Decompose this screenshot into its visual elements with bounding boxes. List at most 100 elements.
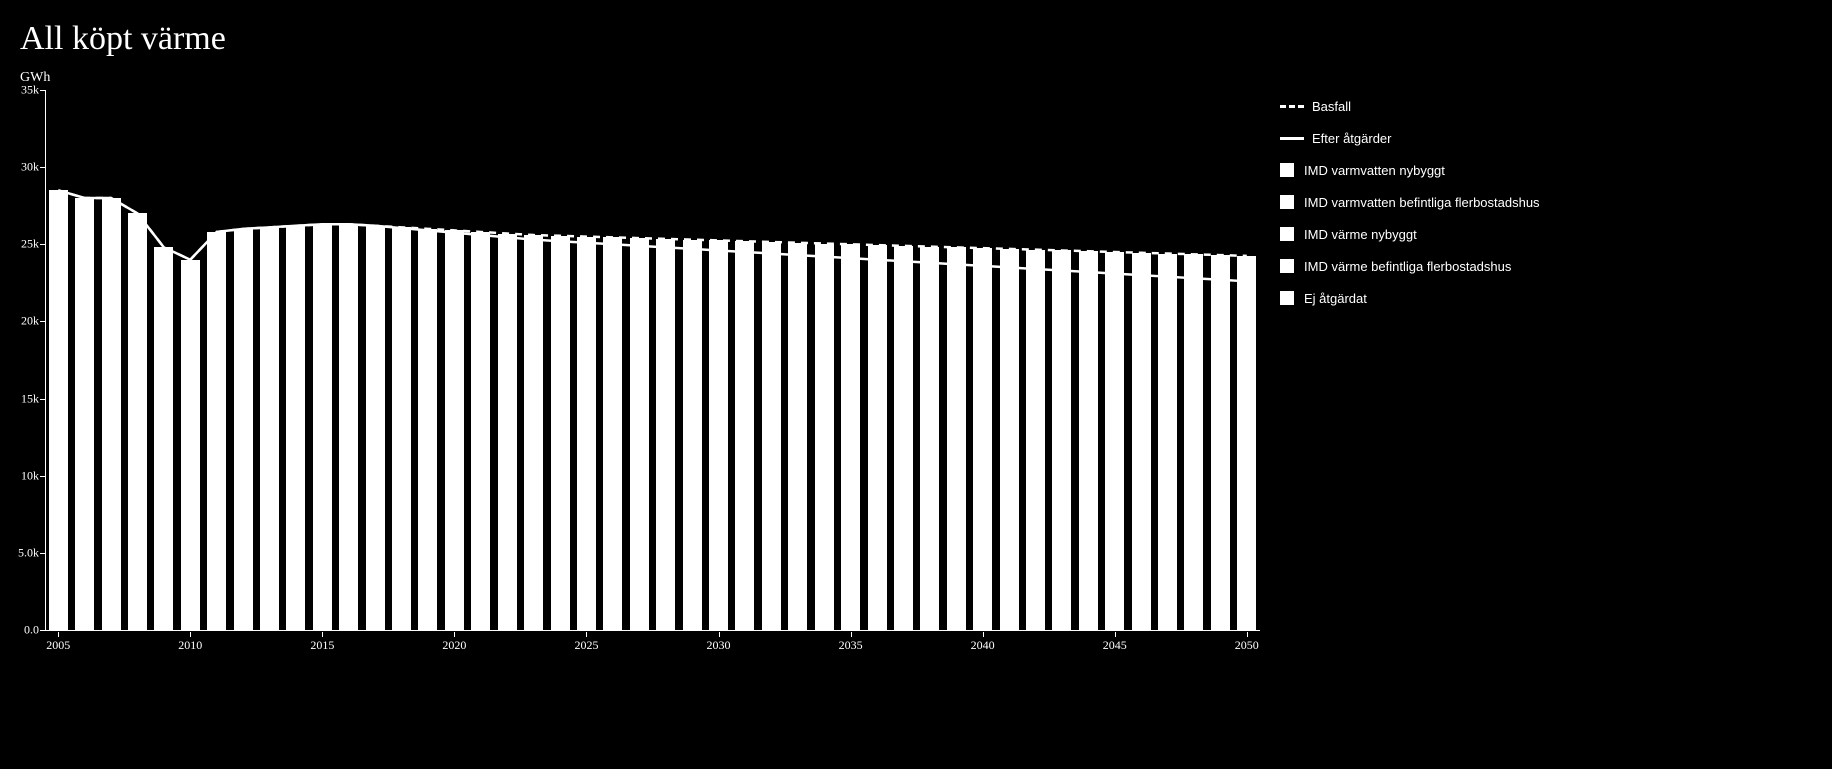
bar-2007 (102, 198, 121, 630)
legend-label: IMD varmvatten befintliga flerbostadshus (1304, 195, 1540, 210)
bar-2043 (1052, 250, 1071, 630)
bar-2035 (841, 244, 860, 630)
x-tick-label: 2030 (707, 638, 731, 653)
bar-2019 (418, 229, 437, 630)
bar-2014 (286, 226, 305, 630)
bar-2015 (313, 224, 332, 630)
x-tick-mark (190, 632, 191, 637)
y-axis: 0.05.0k10k15k20k25k30k35k (0, 90, 45, 630)
legend-label: Basfall (1312, 99, 1351, 114)
legend-item: Efter åtgärder (1280, 122, 1540, 154)
bar-2011 (207, 232, 226, 630)
legend-swatch-icon (1280, 163, 1294, 177)
y-tick-label: 5.0k (18, 545, 39, 560)
legend-item: Basfall (1280, 90, 1540, 122)
bar-2031 (735, 241, 754, 630)
x-tick-mark (1115, 632, 1116, 637)
line-overlay (45, 90, 1260, 630)
bar-2026 (603, 237, 622, 630)
x-tick-mark (719, 632, 720, 637)
y-tick-label: 35k (21, 83, 39, 98)
bar-2025 (577, 237, 596, 630)
y-tick-label: 10k (21, 468, 39, 483)
x-tick-label: 2005 (46, 638, 70, 653)
x-tick-mark (1247, 632, 1248, 637)
bar-2021 (471, 232, 490, 630)
bar-2008 (128, 213, 147, 630)
bar-2032 (762, 242, 781, 630)
bar-2034 (815, 244, 834, 630)
bar-2049 (1211, 255, 1230, 630)
bar-2040 (973, 248, 992, 630)
bar-2017 (366, 226, 385, 630)
x-tick-label: 2045 (1103, 638, 1127, 653)
y-tick-label: 20k (21, 314, 39, 329)
legend-item: IMD värme befintliga flerbostadshus (1280, 250, 1540, 282)
x-tick-label: 2010 (178, 638, 202, 653)
x-tick-label: 2040 (971, 638, 995, 653)
x-tick-mark (454, 632, 455, 637)
x-tick-mark (851, 632, 852, 637)
legend-label: IMD värme nybyggt (1304, 227, 1417, 242)
bar-2028 (656, 239, 675, 630)
bar-2029 (683, 240, 702, 630)
legend-swatch-icon (1280, 195, 1294, 209)
chart-root: All köpt värme GWh 0.05.0k10k15k20k25k30… (0, 0, 1832, 769)
legend-item: Ej åtgärdat (1280, 282, 1540, 314)
legend-swatch-icon (1280, 259, 1294, 273)
x-tick-label: 2050 (1235, 638, 1259, 653)
legend-item: IMD värme nybyggt (1280, 218, 1540, 250)
y-tick-label: 0.0 (24, 623, 39, 638)
x-axis: 2005 2010 2015 2020 2025 2030 2035 2040 2045 2050 (45, 632, 1260, 662)
x-tick-mark (322, 632, 323, 637)
bar-2027 (630, 238, 649, 630)
chart-title: All köpt värme (20, 20, 226, 58)
bar-2024 (551, 236, 570, 630)
bar-2036 (868, 245, 887, 630)
bar-2042 (1026, 250, 1045, 630)
legend-label: Efter åtgärder (1312, 131, 1392, 146)
bar-2038 (920, 247, 939, 630)
bar-2010 (181, 260, 200, 630)
legend-line-icon (1280, 105, 1304, 108)
bar-2005 (49, 190, 68, 630)
bar-2050 (1237, 256, 1256, 630)
x-tick-mark (586, 632, 587, 637)
legend-label: Ej åtgärdat (1304, 291, 1367, 306)
x-tick-label: 2020 (442, 638, 466, 653)
bar-2018 (392, 227, 411, 630)
bar-2012 (234, 229, 253, 630)
bar-2023 (524, 235, 543, 630)
bar-2006 (75, 198, 94, 630)
bar-2037 (894, 246, 913, 630)
bar-2033 (788, 243, 807, 630)
legend-swatch-icon (1280, 291, 1294, 305)
legend-swatch-icon (1280, 227, 1294, 241)
x-tick-label: 2025 (574, 638, 598, 653)
y-tick-label: 25k (21, 237, 39, 252)
bar-2039 (947, 247, 966, 630)
legend-label: IMD värme befintliga flerbostadshus (1304, 259, 1511, 274)
bar-2013 (260, 227, 279, 630)
bar-2009 (154, 247, 173, 630)
legend: Basfall Efter åtgärder IMD varmvatten nyby… (1280, 90, 1540, 314)
x-tick-mark (983, 632, 984, 637)
x-tick-label: 2035 (839, 638, 863, 653)
x-tick-label: 2015 (310, 638, 334, 653)
plot-area (45, 90, 1260, 630)
bar-2020 (445, 230, 464, 630)
bar-2041 (1000, 249, 1019, 630)
legend-item: IMD varmvatten befintliga flerbostadshus (1280, 186, 1540, 218)
bar-2048 (1184, 254, 1203, 630)
bar-2016 (339, 224, 358, 630)
bar-2045 (1105, 252, 1124, 630)
legend-item: IMD varmvatten nybyggt (1280, 154, 1540, 186)
legend-label: IMD varmvatten nybyggt (1304, 163, 1445, 178)
y-tick-label: 15k (21, 391, 39, 406)
x-tick-mark (58, 632, 59, 637)
x-axis-line (45, 630, 1260, 631)
bar-2030 (709, 240, 728, 630)
bar-2047 (1158, 254, 1177, 630)
bar-2022 (498, 234, 517, 631)
bar-2044 (1079, 251, 1098, 630)
